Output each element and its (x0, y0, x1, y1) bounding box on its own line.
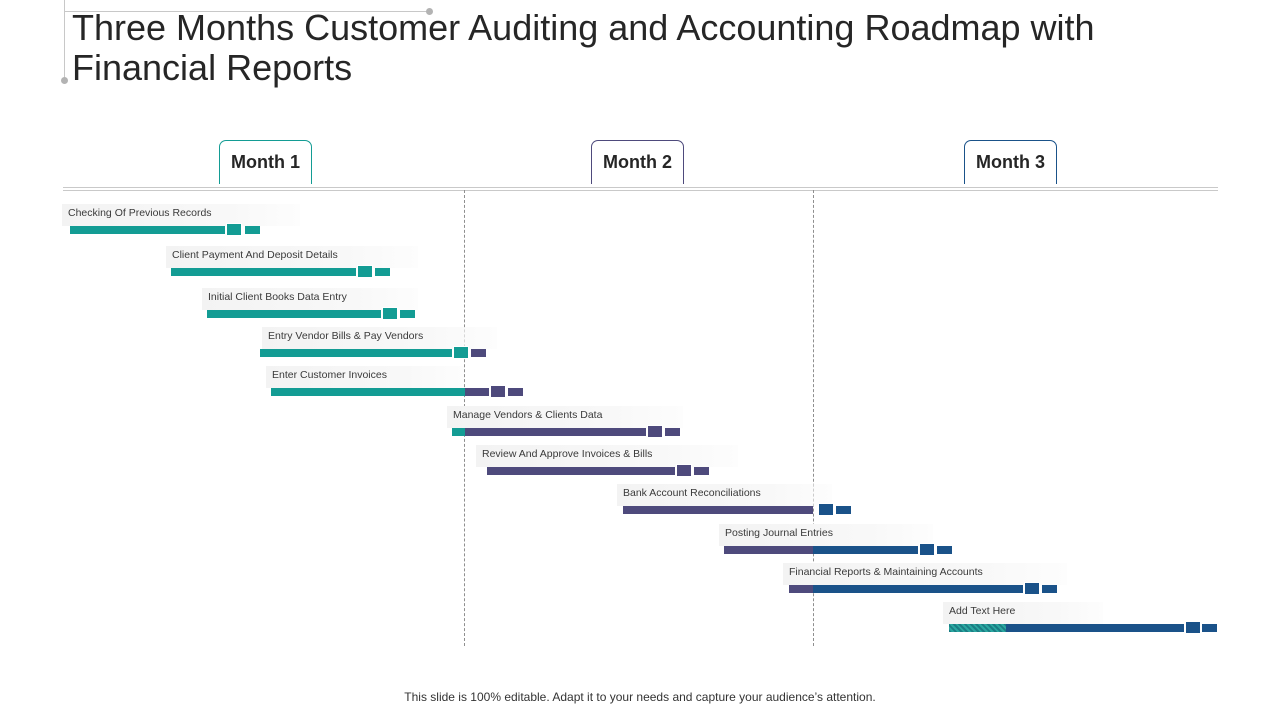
task-milestone-marker (226, 223, 242, 236)
task-label-background (266, 366, 464, 388)
task-bar-segment (487, 467, 675, 475)
task-milestone-marker (453, 346, 469, 359)
task-bar-segment (465, 388, 489, 396)
task-label-background (783, 563, 1067, 585)
task-bar-end (1202, 624, 1217, 632)
task-bar-segment (271, 388, 465, 396)
task-milestone-marker (818, 503, 834, 516)
task-bar-segment (465, 428, 646, 436)
task-bar-segment (789, 585, 813, 593)
task-label-background (476, 445, 738, 467)
task-milestone-marker (490, 385, 506, 398)
task-bar-end (665, 428, 680, 436)
timeline-axis (63, 187, 1218, 191)
task-bar-end (937, 546, 952, 554)
task-bar-end (1042, 585, 1057, 593)
task-label: Enter Customer Invoices (272, 369, 387, 381)
task-milestone-marker (1185, 621, 1201, 634)
decorative-dot (61, 77, 68, 84)
task-label: Entry Vendor Bills & Pay Vendors (268, 330, 424, 342)
decorative-dot (426, 8, 433, 15)
task-bar-segment (724, 546, 813, 554)
footer-note: This slide is 100% editable. Adapt it to… (404, 690, 876, 704)
task-label: Posting Journal Entries (725, 527, 833, 539)
task-label: Initial Client Books Data Entry (208, 291, 347, 303)
task-bar-segment (207, 310, 381, 318)
task-label: Manage Vendors & Clients Data (453, 409, 603, 421)
task-bar-segment (171, 268, 356, 276)
task-label: Review And Approve Invoices & Bills (482, 448, 653, 460)
task-milestone-marker (382, 307, 398, 320)
task-label: Add Text Here (949, 605, 1016, 617)
task-bar-segment (70, 226, 225, 234)
task-milestone-marker (1024, 582, 1040, 595)
task-bar-end (471, 349, 486, 357)
task-bar-end (694, 467, 709, 475)
task-label-background (62, 204, 300, 226)
task-label: Checking Of Previous Records (68, 207, 212, 219)
task-bar-segment (1006, 624, 1184, 632)
task-label-background (719, 524, 933, 546)
task-milestone-marker (357, 265, 373, 278)
task-bar-segment (813, 585, 1023, 593)
task-label-background (617, 484, 832, 506)
task-bar-segment (623, 506, 813, 514)
task-label-background (447, 406, 683, 428)
task-label: Client Payment And Deposit Details (172, 249, 338, 261)
task-bar-segment (813, 546, 918, 554)
task-bar-end (245, 226, 260, 234)
task-label-background (262, 327, 497, 349)
month-2-tab[interactable]: Month 2 (591, 140, 684, 184)
month-divider (813, 190, 814, 646)
month-3-tab[interactable]: Month 3 (964, 140, 1057, 184)
decorative-line-vertical (64, 0, 65, 80)
task-bar-segment (949, 624, 1006, 632)
task-milestone-marker (676, 464, 692, 477)
page-title: Three Months Customer Auditing and Accou… (72, 7, 1095, 88)
task-bar-segment (452, 428, 465, 436)
task-label: Bank Account Reconciliations (623, 487, 761, 499)
task-bar-end (375, 268, 390, 276)
task-bar-end (836, 506, 851, 514)
task-milestone-marker (919, 543, 935, 556)
task-bar-end (400, 310, 415, 318)
task-bar-end (508, 388, 523, 396)
task-bar-segment (260, 349, 452, 357)
task-milestone-marker (647, 425, 663, 438)
task-label: Financial Reports & Maintaining Accounts (789, 566, 983, 578)
task-label-background (202, 288, 418, 310)
task-label-background (166, 246, 418, 268)
decorative-line-horizontal (64, 11, 430, 12)
month-1-tab[interactable]: Month 1 (219, 140, 312, 184)
task-label-background (943, 602, 1103, 624)
